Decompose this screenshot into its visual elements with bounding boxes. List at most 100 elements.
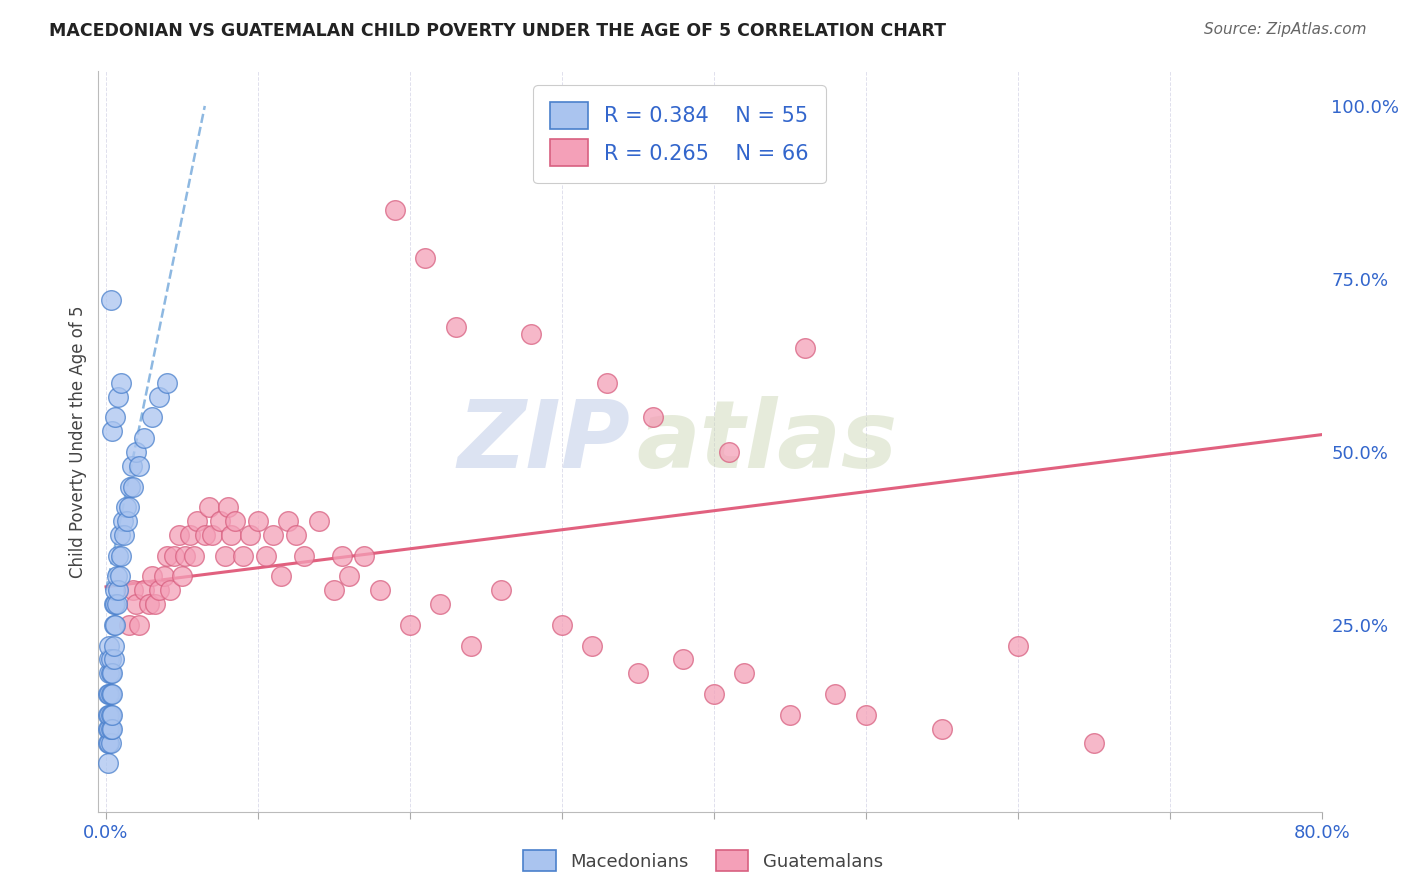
Point [104,410,127,425]
Point [100,735,122,749]
Point [224,514,246,528]
Point [138,597,160,611]
Point [641,410,664,425]
Point [183,549,205,563]
Text: atlas: atlas [637,395,898,488]
Point [262,528,284,542]
Point [284,528,307,542]
Legend: Macedonians, Guatemalans: Macedonians, Guatemalans [516,843,890,879]
Point [384,202,406,217]
Point [103,639,125,653]
Point [167,528,190,542]
Point [148,583,170,598]
Point [122,479,145,493]
Point [214,549,236,563]
Point [703,687,725,701]
Point [779,707,801,722]
Point [122,583,145,598]
Point [132,583,155,598]
Point [581,639,603,653]
Point [108,569,131,583]
Point [520,327,543,342]
Point [733,666,755,681]
Point [596,376,619,390]
Point [128,618,150,632]
Point [292,549,315,563]
Point [277,514,299,528]
Point [107,583,129,598]
Point [143,597,166,611]
Point [444,320,467,334]
Point [1083,735,1105,749]
Point [98,687,121,701]
Point [101,666,124,681]
Point [128,458,150,473]
Point [104,618,127,632]
Point [174,549,197,563]
Text: MACEDONIAN VS GUATEMALAN CHILD POVERTY UNDER THE AGE OF 5 CORRELATION CHART: MACEDONIAN VS GUATEMALAN CHILD POVERTY U… [49,22,946,40]
Point [208,514,231,528]
Point [101,722,124,736]
Point [107,549,129,563]
Point [104,583,127,598]
Point [108,528,131,542]
Point [254,549,277,563]
Point [100,652,122,666]
Point [98,722,121,736]
Point [323,583,346,598]
Point [353,549,375,563]
Point [103,597,125,611]
Text: Source: ZipAtlas.com: Source: ZipAtlas.com [1204,22,1367,37]
Point [141,569,163,583]
Point [855,707,877,722]
Point [246,514,269,528]
Point [198,500,221,515]
Point [98,639,121,653]
Point [100,707,122,722]
Point [194,528,217,542]
Point [96,735,118,749]
Point [141,410,163,425]
Point [368,583,391,598]
Point [110,549,132,563]
Point [118,500,141,515]
Y-axis label: Child Poverty Under the Age of 5: Child Poverty Under the Age of 5 [69,305,87,578]
Point [270,569,292,583]
Point [672,652,695,666]
Point [132,431,155,445]
Point [118,618,141,632]
Point [105,569,128,583]
Point [112,528,135,542]
Point [114,500,136,515]
Point [110,376,132,390]
Point [101,424,124,438]
Point [121,458,143,473]
Point [337,569,360,583]
Point [117,514,139,528]
Point [96,756,118,771]
Point [489,583,512,598]
Point [239,528,262,542]
Legend: R = 0.384    N = 55, R = 0.265    N = 66: R = 0.384 N = 55, R = 0.265 N = 66 [533,86,825,183]
Point [794,341,817,355]
Point [330,549,353,563]
Point [163,549,186,563]
Point [551,618,574,632]
Point [96,707,118,722]
Point [170,569,193,583]
Point [103,618,125,632]
Point [105,597,128,611]
Point [152,569,174,583]
Point [186,514,208,528]
Point [96,722,118,736]
Point [156,376,179,390]
Point [98,707,121,722]
Point [100,687,122,701]
Point [148,390,170,404]
Point [219,528,242,542]
Point [100,666,122,681]
Point [125,597,148,611]
Point [125,445,148,459]
Point [232,549,254,563]
Point [429,597,451,611]
